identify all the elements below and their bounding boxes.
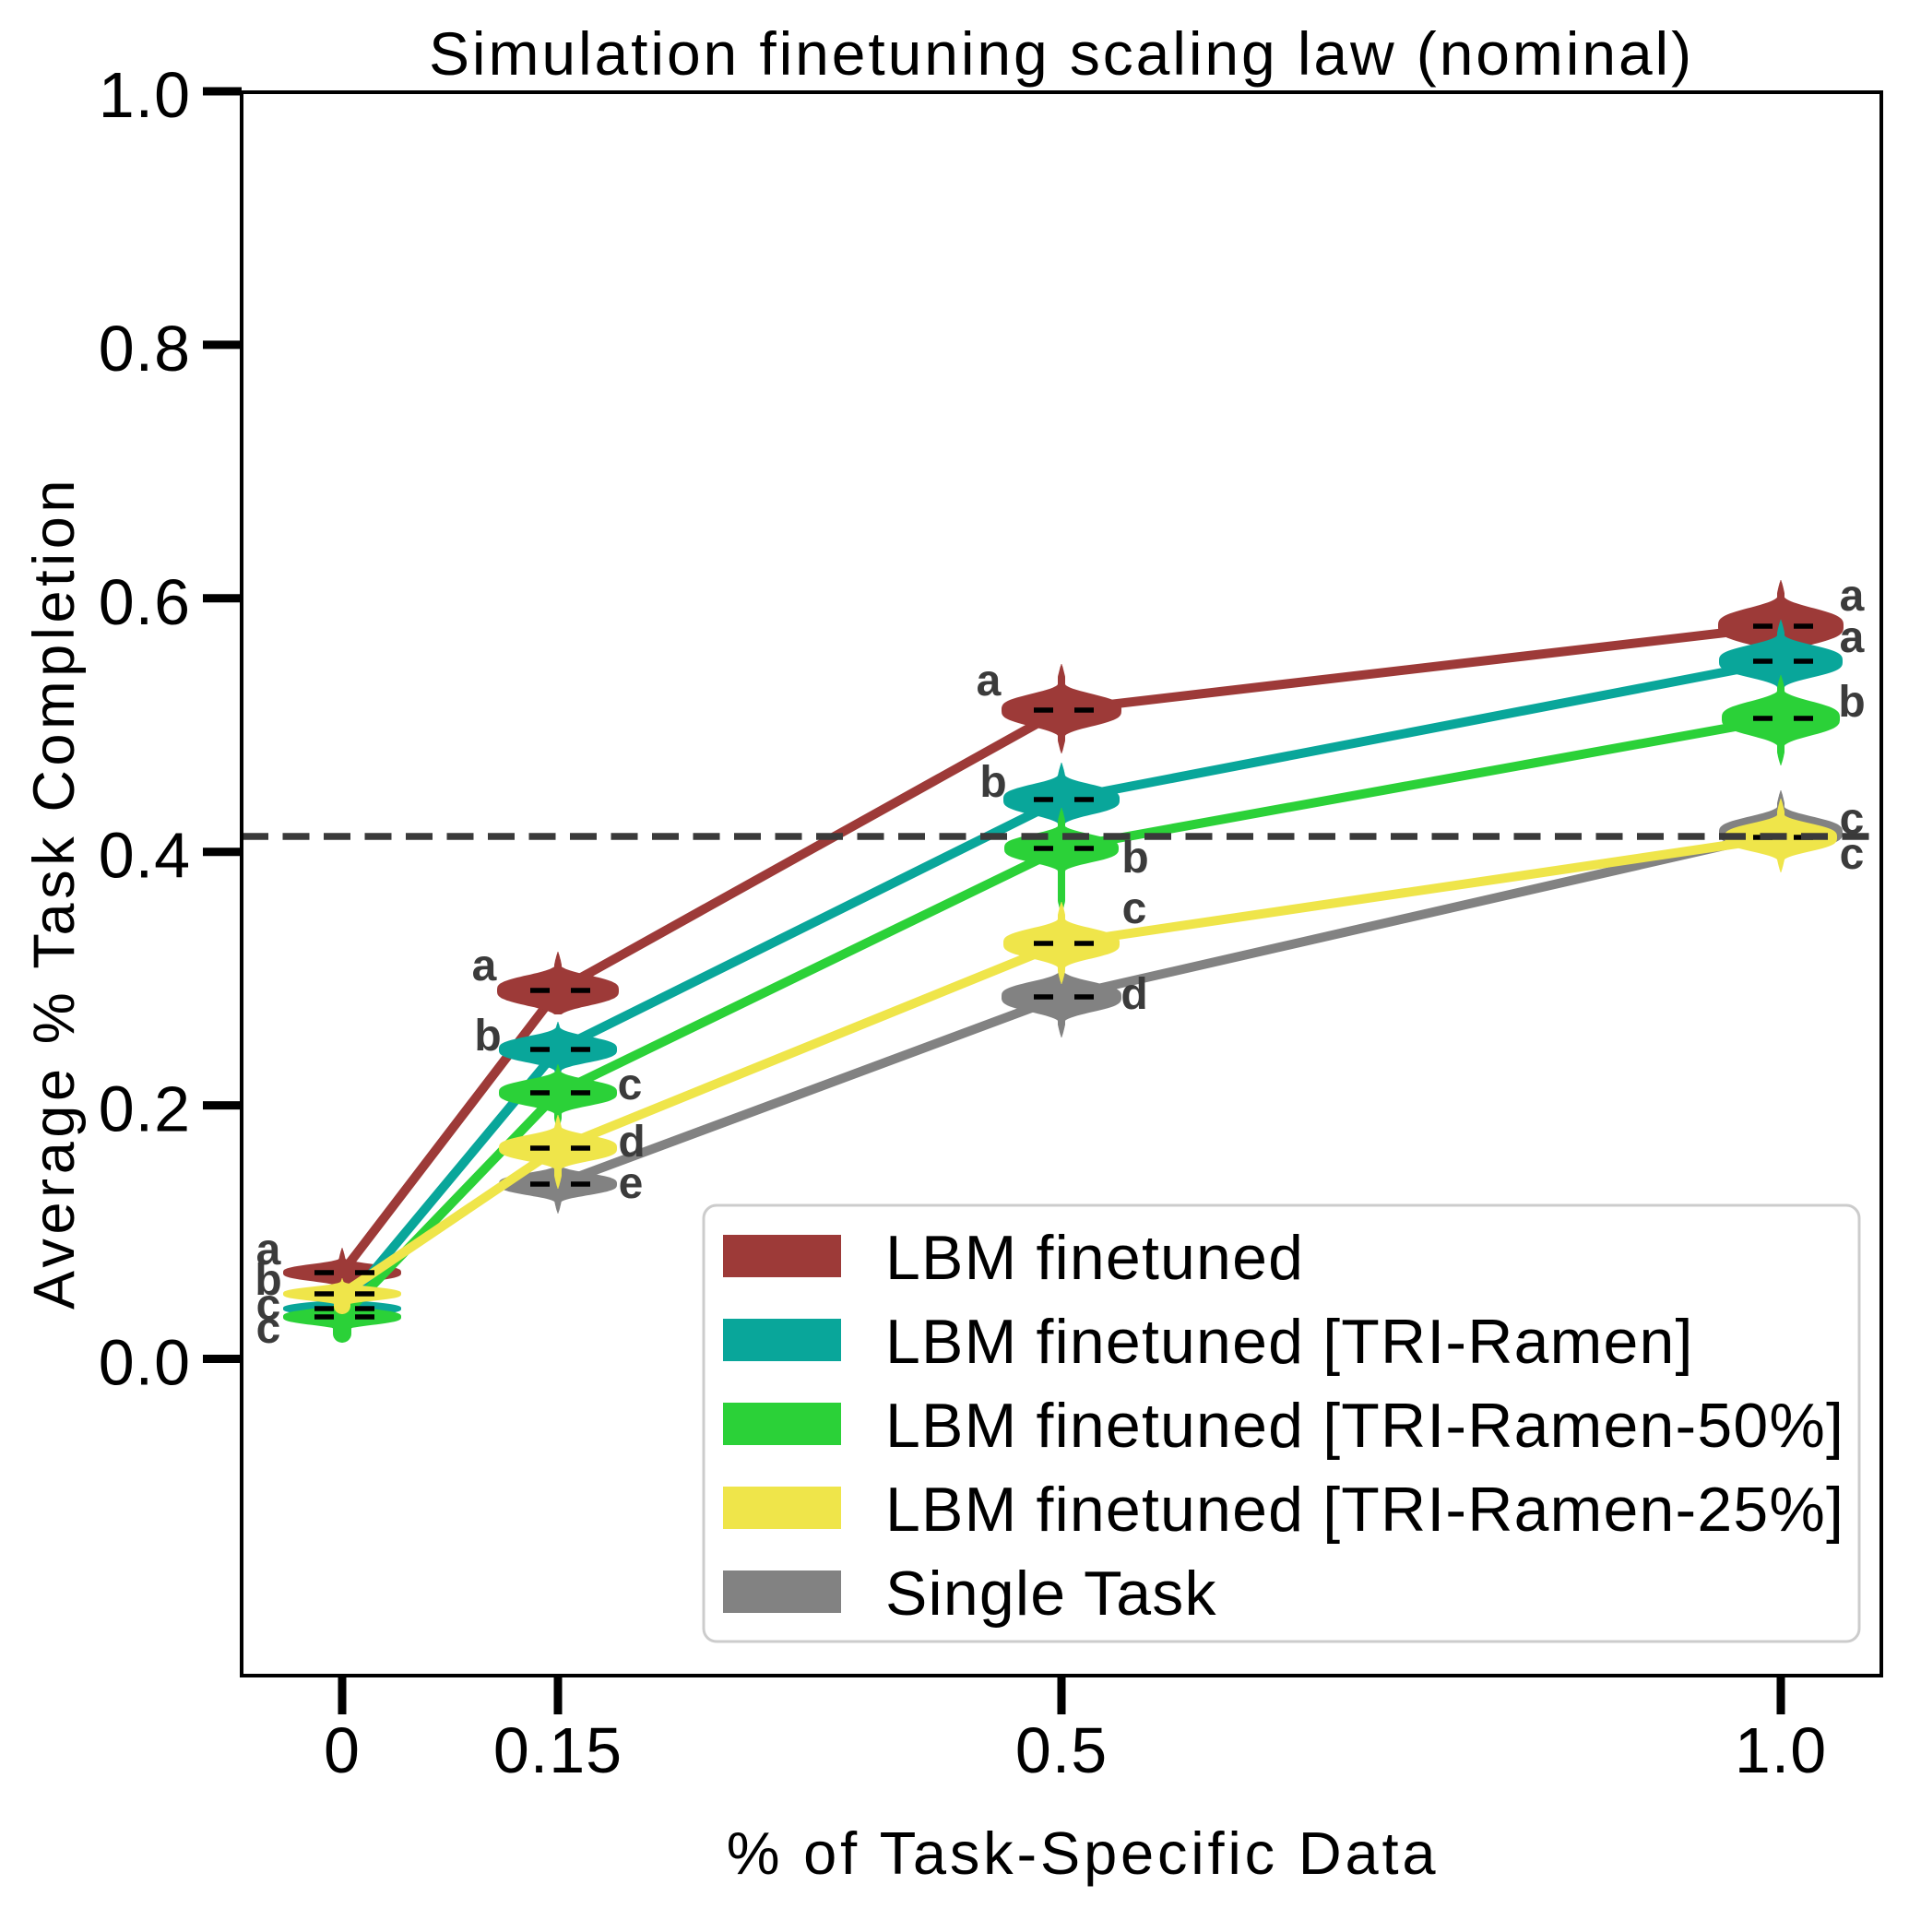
svg-text:0.4: 0.4 <box>99 820 191 892</box>
svg-text:c: c <box>1122 884 1147 933</box>
svg-text:c: c <box>256 1304 281 1353</box>
svg-text:0.6: 0.6 <box>99 566 191 638</box>
svg-text:LBM finetuned [TRI-Ramen]: LBM finetuned [TRI-Ramen] <box>885 1307 1694 1377</box>
svg-text:c: c <box>1840 795 1865 844</box>
svg-text:b: b <box>1838 678 1865 727</box>
svg-text:a: a <box>472 942 497 990</box>
svg-text:d: d <box>1120 970 1147 1019</box>
svg-text:0.5: 0.5 <box>1015 1714 1108 1786</box>
svg-text:% of Task-Specific Data: % of Task-Specific Data <box>727 1819 1440 1887</box>
svg-text:LBM finetuned [TRI-Ramen-50%]: LBM finetuned [TRI-Ramen-50%] <box>885 1391 1844 1461</box>
svg-text:d: d <box>618 1118 645 1167</box>
svg-text:b: b <box>255 1256 281 1305</box>
svg-text:b: b <box>474 1012 501 1061</box>
svg-text:LBM finetuned [TRI-Ramen-25%]: LBM finetuned [TRI-Ramen-25%] <box>885 1475 1844 1545</box>
svg-text:0.2: 0.2 <box>99 1073 191 1145</box>
svg-text:b: b <box>1121 834 1148 883</box>
svg-text:0: 0 <box>324 1714 361 1786</box>
svg-text:Simulation finetuning scaling: Simulation finetuning scaling law (nomin… <box>429 19 1694 88</box>
svg-text:0.0: 0.0 <box>99 1327 191 1399</box>
svg-text:c: c <box>1840 830 1865 879</box>
svg-text:0.8: 0.8 <box>99 313 191 385</box>
svg-text:a: a <box>1840 572 1865 621</box>
svg-text:0.15: 0.15 <box>493 1714 622 1786</box>
svg-text:e: e <box>619 1159 644 1208</box>
svg-text:b: b <box>979 758 1006 807</box>
svg-text:c: c <box>618 1061 643 1109</box>
svg-text:Single Task: Single Task <box>885 1559 1217 1629</box>
svg-text:1.0: 1.0 <box>99 59 191 131</box>
svg-text:1.0: 1.0 <box>1735 1714 1827 1786</box>
svg-text:LBM finetuned: LBM finetuned <box>885 1223 1304 1293</box>
svg-text:a: a <box>977 657 1002 705</box>
svg-text:a: a <box>1840 613 1865 662</box>
svg-text:Average % Task Completion: Average % Task Completion <box>22 476 87 1310</box>
svg-text:c: c <box>256 1281 281 1330</box>
svg-text:a: a <box>256 1226 281 1274</box>
